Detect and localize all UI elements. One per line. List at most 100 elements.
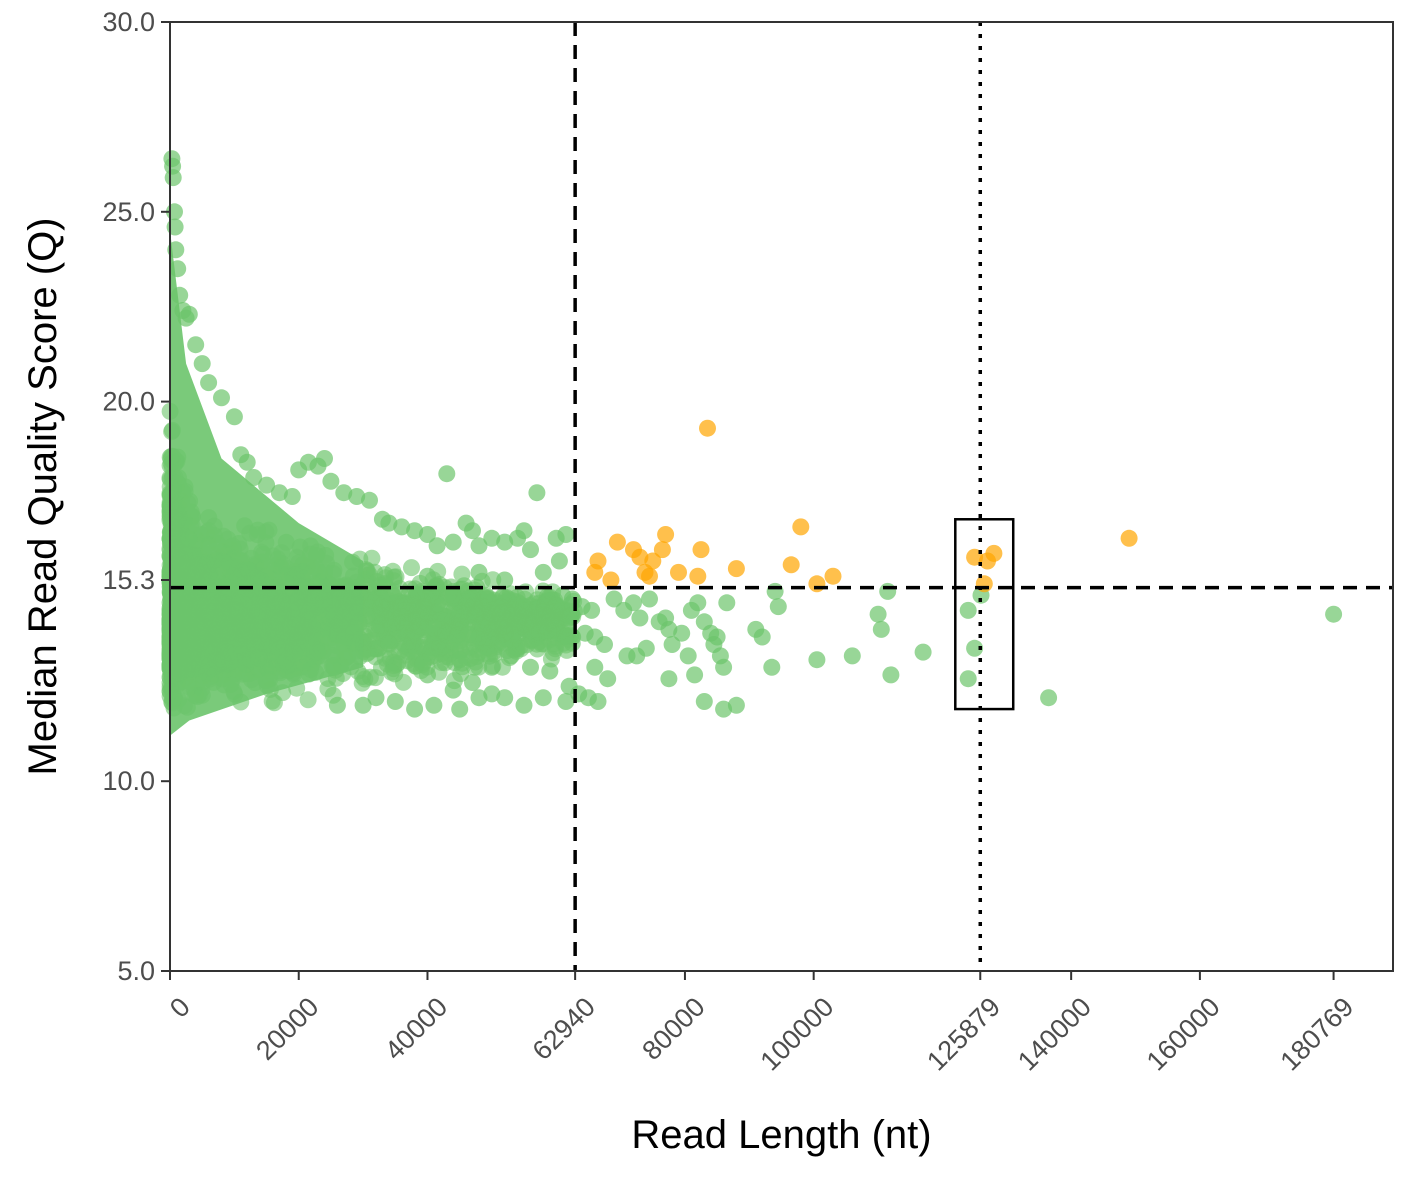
dense-point [376, 649, 394, 667]
data-point [419, 567, 436, 585]
data-point [528, 484, 546, 502]
data-point [322, 472, 340, 490]
data-point [167, 241, 185, 259]
data-point [528, 620, 546, 638]
dense-core [170, 230, 364, 736]
data-point [583, 601, 601, 619]
data-point [225, 408, 243, 426]
data-point [541, 613, 559, 631]
data-point [679, 647, 697, 665]
data-point [625, 594, 642, 612]
data-point [444, 681, 462, 699]
data-point [283, 488, 301, 505]
data-point [769, 598, 787, 616]
data-point [631, 609, 649, 627]
data-point [171, 286, 189, 304]
x-axis-title: Read Length (nt) [631, 1113, 931, 1157]
data-point [959, 670, 977, 688]
data-point [959, 601, 977, 619]
data-point [316, 450, 333, 467]
dense-point [453, 565, 471, 583]
dense-point [560, 630, 578, 648]
y-tick-label: 15.3 [102, 565, 155, 595]
data-point [496, 533, 514, 551]
data-point [670, 563, 687, 581]
dense-point [404, 632, 422, 650]
data-point [169, 260, 187, 278]
data-point [483, 685, 501, 703]
data-point [644, 552, 662, 570]
data-point [428, 537, 446, 555]
data-point [270, 484, 288, 502]
data-point [406, 522, 424, 540]
dense-point [484, 571, 502, 589]
data-point [470, 563, 488, 581]
data-point [663, 636, 681, 653]
data-point [766, 582, 784, 600]
data-point [496, 571, 514, 589]
data-point [444, 586, 462, 604]
data-point [496, 689, 514, 707]
data-point [406, 700, 424, 718]
data-point [686, 666, 704, 684]
data-point [470, 537, 488, 555]
data-point [879, 582, 897, 600]
data-point [653, 541, 671, 559]
data-point [914, 643, 932, 661]
data-point [522, 658, 539, 676]
data-point [483, 658, 501, 676]
data-point [238, 453, 256, 471]
data-point [660, 620, 678, 638]
data-point [715, 700, 733, 718]
data-point [715, 658, 733, 676]
data-point [438, 465, 456, 483]
data-point [763, 658, 781, 676]
highlight-box [954, 518, 1015, 711]
data-point [451, 613, 469, 631]
data-point [534, 563, 552, 581]
data-point [380, 514, 398, 532]
data-point [419, 526, 436, 543]
data-point [599, 670, 617, 688]
dense-point [356, 670, 374, 688]
data-point [872, 620, 890, 638]
dense-point [403, 559, 420, 577]
dense-point [372, 589, 390, 607]
data-point [560, 609, 578, 627]
data-point [464, 522, 481, 540]
data-point [367, 689, 385, 707]
data-point [589, 552, 607, 570]
y-tick-label: 5.0 [117, 956, 155, 986]
y-axis-title: Median Read Quality Score (Q) [21, 217, 65, 775]
data-point [541, 662, 559, 680]
dense-point [425, 619, 443, 637]
reference-lines [170, 22, 1393, 971]
data-point [187, 336, 205, 354]
scatter-points [163, 150, 1343, 718]
plot-frame [169, 21, 1394, 972]
data-point [718, 594, 736, 612]
data-point [637, 639, 655, 657]
data-point [515, 522, 533, 540]
data-point [641, 590, 658, 608]
data-point [557, 693, 575, 710]
data-point [782, 556, 800, 574]
data-point [386, 693, 404, 710]
data-point [464, 674, 481, 691]
data-point [727, 696, 745, 714]
y-axis: 5.0 10.0 15.3 20.0 25.0 30.0 [102, 7, 170, 986]
data-point [1325, 605, 1343, 623]
data-point [515, 696, 533, 714]
data-point [193, 355, 211, 373]
data-point [586, 658, 604, 676]
dense-point [415, 598, 433, 616]
data-point [727, 560, 745, 578]
y-tick-label: 30.0 [102, 7, 155, 37]
data-point [348, 488, 366, 505]
data-point [335, 484, 353, 502]
data-point [425, 696, 443, 714]
data-point [200, 374, 218, 392]
data-point [631, 548, 649, 566]
data-point [419, 666, 436, 684]
data-point [483, 601, 501, 619]
